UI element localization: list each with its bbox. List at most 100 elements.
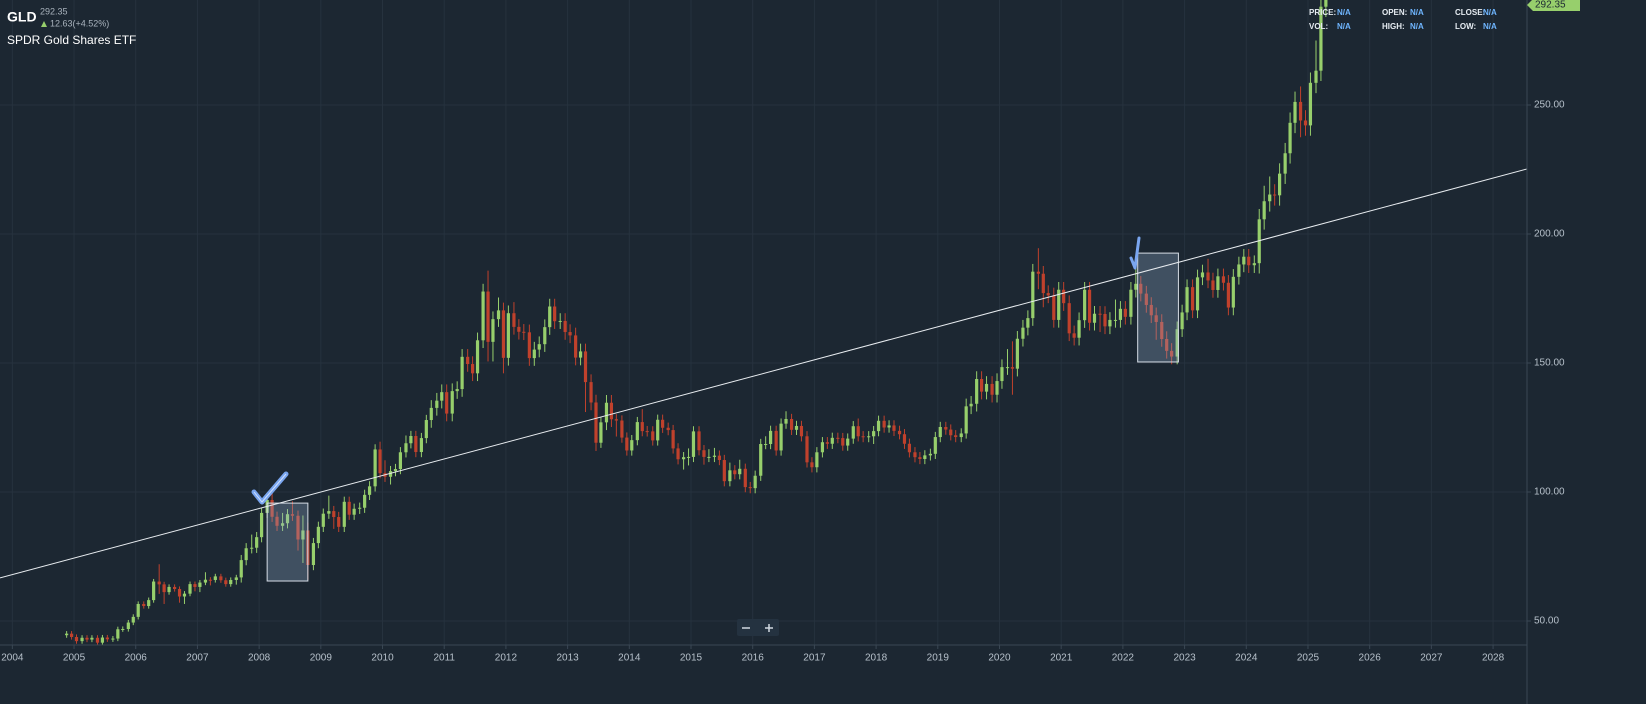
candle-body: [1195, 277, 1200, 311]
candle-body: [574, 335, 578, 358]
candle-body: [1021, 327, 1025, 339]
candle-body: [907, 443, 912, 453]
candle-body: [1273, 194, 1277, 196]
candle-body: [846, 438, 850, 446]
x-tick-label: 2018: [865, 653, 888, 664]
candle-body: [358, 507, 362, 509]
candle-body: [250, 547, 254, 549]
candle-body: [661, 419, 665, 428]
candle-body: [1298, 101, 1303, 121]
candle-body: [743, 468, 747, 488]
x-tick-label: 2006: [125, 653, 148, 664]
candle-body: [805, 436, 809, 463]
info-value: N/A: [1337, 22, 1351, 31]
candle-body: [543, 327, 547, 345]
y-tick-label: 150.00: [1534, 358, 1565, 369]
candle-body: [568, 332, 572, 336]
info-value: N/A: [1483, 8, 1497, 17]
candle-body: [836, 437, 840, 439]
candle-body: [1237, 264, 1241, 277]
highlight-box: [1137, 252, 1179, 363]
candle-body: [789, 418, 794, 430]
candle-body: [938, 426, 942, 438]
instrument-name: SPDR Gold Shares ETF: [7, 33, 136, 47]
candle-body: [460, 356, 464, 390]
candle-body: [373, 449, 377, 487]
candle-body: [85, 637, 89, 640]
price: 292.35: [40, 6, 68, 16]
candle-body: [954, 435, 958, 438]
candle-body: [1319, 6, 1323, 71]
candle-body: [208, 579, 212, 581]
candle-body: [876, 420, 881, 432]
candle-body: [203, 579, 208, 583]
candle-body: [213, 576, 217, 580]
trend-line: [0, 168, 1527, 579]
candle-body: [717, 455, 721, 461]
candle-body: [825, 442, 829, 444]
candle-body: [1026, 318, 1030, 328]
candle-body: [1211, 280, 1215, 290]
candle-body: [363, 494, 367, 508]
candle-body: [599, 422, 603, 443]
candle-body: [424, 420, 428, 439]
candle-body: [296, 515, 300, 540]
candle-body: [1216, 276, 1220, 290]
candle-body: [1185, 287, 1189, 313]
candle-body: [630, 440, 634, 451]
candle-body: [1242, 256, 1246, 265]
candle-body: [244, 548, 248, 561]
candle-body: [80, 637, 84, 642]
candle-body: [928, 453, 932, 456]
candle-body: [1303, 120, 1308, 126]
x-tick-label: 2012: [495, 653, 518, 664]
candle-body: [1283, 153, 1287, 174]
candle-body: [1015, 338, 1019, 369]
candle-body: [275, 516, 279, 526]
candle-body: [1113, 319, 1118, 321]
candle-body: [620, 420, 624, 438]
candle-body: [147, 600, 151, 607]
candle-body: [182, 593, 187, 597]
candle-body: [625, 437, 629, 451]
candle-body: [1098, 313, 1102, 315]
candle-body: [95, 637, 100, 643]
candle-body: [820, 442, 825, 453]
candle-body: [1087, 289, 1092, 323]
x-tick-label: 2019: [927, 653, 950, 664]
candle-body: [486, 291, 490, 342]
candle-body: [126, 622, 130, 630]
candle-body: [111, 638, 115, 640]
candle-body: [995, 381, 999, 395]
candle-body: [466, 356, 470, 365]
candle-body: [419, 438, 423, 453]
candle-body: [1134, 283, 1138, 290]
candle-body: [301, 530, 305, 540]
candle-body: [815, 452, 819, 468]
candle-body: [969, 403, 973, 407]
candle-body: [136, 603, 140, 617]
candle-body: [712, 455, 717, 457]
candle-body: [1083, 289, 1087, 321]
candle-body: [1191, 287, 1195, 311]
candle-body: [69, 633, 74, 638]
candle-body: [1052, 295, 1056, 320]
candle-body: [121, 629, 125, 631]
candle-body: [794, 425, 799, 430]
candle-body: [512, 313, 516, 327]
x-tick-label: 2005: [63, 653, 86, 664]
candle-body: [522, 331, 526, 333]
candle-body: [984, 383, 989, 392]
candle-body: [445, 392, 449, 414]
x-tick-label: 2011: [433, 653, 455, 664]
x-tick-label: 2026: [1359, 653, 1382, 664]
candle-body: [964, 406, 968, 434]
candle-body: [1180, 312, 1184, 330]
candle-body: [604, 402, 609, 423]
candle-body: [733, 470, 737, 475]
candle-body: [830, 437, 834, 444]
candle-body: [337, 517, 341, 527]
candle-body: [1123, 308, 1127, 317]
